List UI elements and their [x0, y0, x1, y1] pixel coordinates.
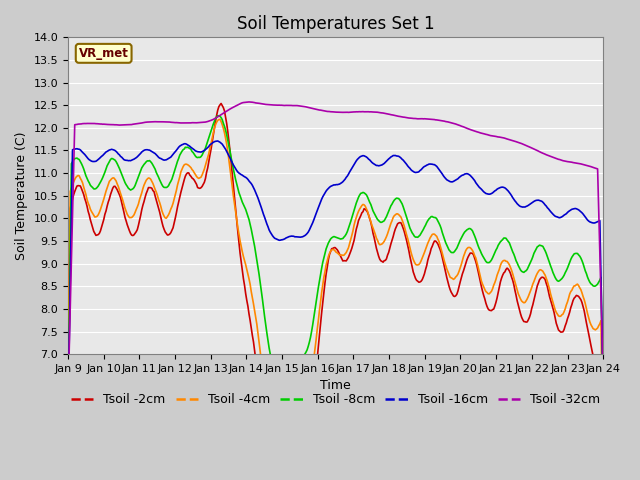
X-axis label: Time: Time: [320, 379, 351, 393]
Y-axis label: Soil Temperature (C): Soil Temperature (C): [15, 132, 28, 260]
Title: Soil Temperatures Set 1: Soil Temperatures Set 1: [237, 15, 435, 33]
Legend: Tsoil -2cm, Tsoil -4cm, Tsoil -8cm, Tsoil -16cm, Tsoil -32cm: Tsoil -2cm, Tsoil -4cm, Tsoil -8cm, Tsoi…: [66, 388, 605, 411]
Text: VR_met: VR_met: [79, 47, 129, 60]
